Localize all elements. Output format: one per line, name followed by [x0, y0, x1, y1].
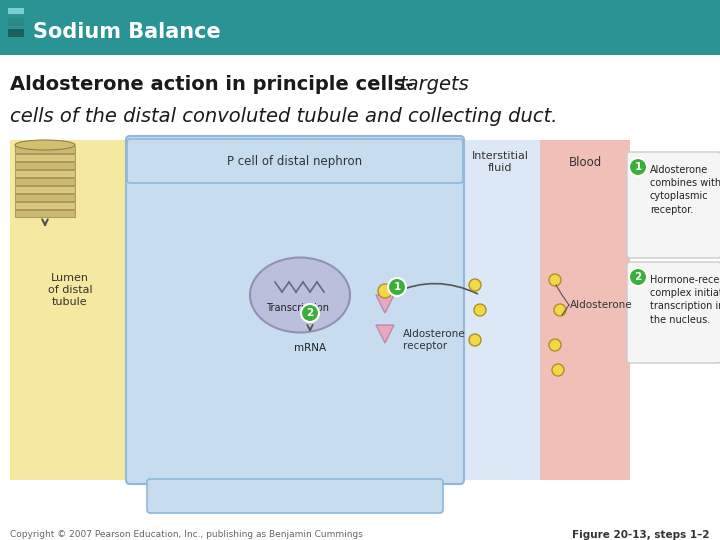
Bar	[15, 178, 75, 185]
Text: Sodium Balance: Sodium Balance	[33, 22, 221, 42]
Circle shape	[554, 304, 566, 316]
Bar	[540, 140, 630, 480]
Text: Hormone-receptor
complex initiates
transcription in
the nucleus.: Hormone-receptor complex initiates trans…	[650, 275, 720, 325]
Text: 2: 2	[307, 308, 314, 318]
Text: 1: 1	[634, 162, 642, 172]
Bar	[8, 8, 24, 14]
Circle shape	[549, 274, 561, 286]
Text: Lumen
of distal
tubule: Lumen of distal tubule	[48, 273, 92, 307]
Text: Transcription: Transcription	[266, 303, 330, 313]
Text: 2: 2	[634, 272, 642, 282]
Circle shape	[469, 334, 481, 346]
Polygon shape	[376, 325, 394, 343]
Bar	[8, 18, 24, 26]
Bar	[15, 186, 75, 193]
Bar	[15, 146, 75, 153]
Bar	[15, 202, 75, 209]
Bar	[15, 162, 75, 169]
Bar	[15, 210, 75, 217]
Text: Aldosterone action in principle cells-: Aldosterone action in principle cells-	[10, 75, 420, 94]
Circle shape	[474, 304, 486, 316]
Circle shape	[378, 284, 392, 298]
Circle shape	[552, 364, 564, 376]
Text: 1: 1	[393, 282, 400, 292]
Bar	[8, 29, 24, 37]
Text: targets: targets	[400, 75, 469, 94]
Text: Aldosterone
combines with a
cytoplasmic
receptor.: Aldosterone combines with a cytoplasmic …	[650, 165, 720, 214]
Ellipse shape	[250, 258, 350, 333]
Circle shape	[629, 158, 647, 176]
FancyBboxPatch shape	[627, 152, 720, 258]
FancyBboxPatch shape	[126, 136, 464, 484]
Circle shape	[301, 304, 319, 322]
Ellipse shape	[15, 140, 75, 150]
Text: cells of the distal convoluted tubule and collecting duct.: cells of the distal convoluted tubule an…	[10, 107, 557, 126]
Text: Copyright © 2007 Pearson Education, Inc., publishing as Benjamin Cummings: Copyright © 2007 Pearson Education, Inc.…	[10, 530, 363, 539]
FancyBboxPatch shape	[627, 262, 720, 363]
Text: Aldosterone
receptor: Aldosterone receptor	[403, 329, 466, 351]
FancyBboxPatch shape	[127, 139, 463, 183]
Text: Figure 20-13, steps 1–2: Figure 20-13, steps 1–2	[572, 530, 710, 540]
Bar	[15, 154, 75, 161]
Circle shape	[388, 278, 406, 296]
FancyBboxPatch shape	[147, 479, 443, 513]
Text: Interstitial
fluid: Interstitial fluid	[472, 151, 528, 173]
Circle shape	[629, 268, 647, 286]
Text: mRNA: mRNA	[294, 343, 326, 353]
Bar	[15, 194, 75, 201]
Text: Blood: Blood	[568, 156, 602, 168]
Text: Aldosterone: Aldosterone	[570, 300, 633, 310]
Bar	[460, 140, 540, 480]
Circle shape	[469, 279, 481, 291]
Bar	[15, 170, 75, 177]
Bar	[10, 140, 130, 480]
Bar	[0, 0, 720, 55]
Circle shape	[549, 339, 561, 351]
Polygon shape	[376, 295, 394, 313]
Text: P cell of distal nephron: P cell of distal nephron	[228, 156, 363, 168]
